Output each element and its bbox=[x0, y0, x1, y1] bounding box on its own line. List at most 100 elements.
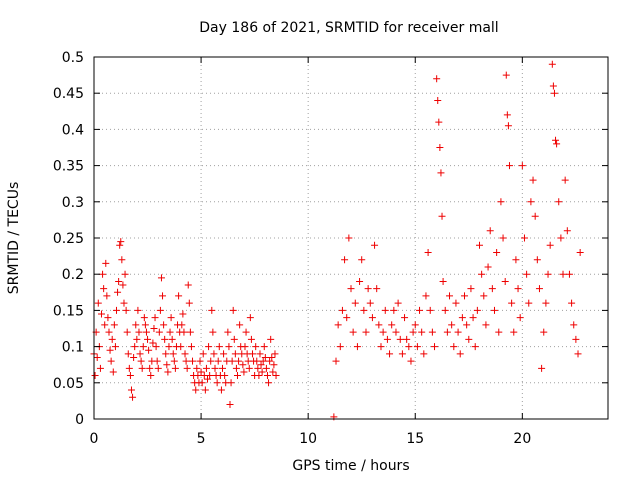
data-point bbox=[557, 234, 565, 242]
data-point bbox=[334, 321, 342, 329]
data-point bbox=[555, 198, 563, 206]
data-points bbox=[90, 60, 584, 421]
data-point bbox=[373, 285, 381, 293]
data-point bbox=[467, 285, 475, 293]
data-point bbox=[433, 75, 441, 83]
data-point bbox=[463, 321, 471, 329]
x-tick-label: 15 bbox=[406, 431, 424, 447]
data-point bbox=[366, 299, 374, 307]
data-point bbox=[441, 306, 449, 314]
data-point bbox=[136, 350, 144, 358]
data-point bbox=[268, 353, 276, 361]
data-point bbox=[133, 335, 141, 343]
data-point bbox=[178, 321, 186, 329]
data-point bbox=[214, 357, 222, 365]
data-point bbox=[550, 89, 558, 97]
data-point bbox=[182, 357, 190, 365]
data-point bbox=[548, 60, 556, 68]
data-point bbox=[107, 357, 115, 365]
data-point bbox=[245, 364, 253, 372]
data-point bbox=[138, 364, 146, 372]
data-point bbox=[110, 321, 118, 329]
data-point bbox=[145, 346, 153, 354]
y-tick-label: 0.45 bbox=[53, 86, 84, 102]
data-point bbox=[438, 212, 446, 220]
data-point bbox=[574, 350, 582, 358]
data-point bbox=[525, 299, 533, 307]
data-point bbox=[101, 321, 109, 329]
data-point bbox=[124, 350, 132, 358]
data-point bbox=[186, 328, 194, 336]
data-point bbox=[116, 241, 124, 249]
data-point bbox=[175, 292, 183, 300]
data-point bbox=[418, 328, 426, 336]
data-point bbox=[211, 364, 219, 372]
data-point bbox=[482, 321, 490, 329]
data-point bbox=[504, 122, 512, 130]
data-point bbox=[159, 292, 167, 300]
data-point bbox=[443, 328, 451, 336]
data-point bbox=[576, 248, 584, 256]
data-point bbox=[465, 335, 473, 343]
data-point bbox=[221, 372, 229, 380]
data-point bbox=[106, 346, 114, 354]
data-point bbox=[568, 299, 576, 307]
data-point bbox=[381, 306, 389, 314]
data-point bbox=[254, 364, 262, 372]
data-point bbox=[552, 136, 560, 144]
data-point bbox=[396, 335, 404, 343]
data-point bbox=[252, 343, 260, 351]
data-point bbox=[114, 288, 122, 296]
data-point bbox=[540, 328, 548, 336]
data-point bbox=[121, 270, 129, 278]
data-point bbox=[499, 234, 507, 242]
data-point bbox=[240, 368, 248, 376]
data-point bbox=[458, 314, 466, 322]
data-point bbox=[111, 343, 119, 351]
data-point bbox=[167, 314, 175, 322]
data-point bbox=[542, 299, 550, 307]
x-tick-label: 0 bbox=[90, 431, 99, 447]
data-point bbox=[258, 368, 266, 376]
data-point bbox=[501, 277, 509, 285]
data-point bbox=[347, 285, 355, 293]
data-point bbox=[490, 306, 498, 314]
data-point bbox=[224, 328, 232, 336]
data-point bbox=[183, 364, 191, 372]
data-point bbox=[99, 270, 107, 278]
data-point bbox=[112, 306, 120, 314]
data-point bbox=[127, 386, 135, 394]
data-point bbox=[353, 343, 361, 351]
data-point bbox=[559, 270, 567, 278]
data-point bbox=[403, 335, 411, 343]
data-point bbox=[486, 227, 494, 235]
data-point bbox=[150, 325, 158, 332]
data-point bbox=[119, 281, 127, 289]
data-point bbox=[431, 343, 439, 351]
data-point bbox=[179, 310, 187, 318]
data-point bbox=[232, 364, 240, 372]
data-point bbox=[426, 306, 434, 314]
data-point bbox=[162, 350, 170, 358]
data-point bbox=[149, 339, 157, 347]
data-point bbox=[392, 328, 400, 336]
data-point bbox=[146, 364, 154, 372]
data-point bbox=[345, 234, 353, 242]
data-point bbox=[271, 350, 279, 358]
data-point bbox=[139, 343, 147, 351]
data-point bbox=[531, 212, 539, 220]
x-tick-label: 10 bbox=[299, 431, 317, 447]
data-point bbox=[152, 343, 160, 351]
data-point bbox=[553, 140, 561, 148]
data-point bbox=[205, 343, 213, 351]
data-point bbox=[202, 364, 210, 372]
data-point bbox=[411, 321, 419, 329]
data-point bbox=[153, 357, 161, 365]
data-point bbox=[163, 361, 171, 369]
data-point bbox=[215, 343, 223, 351]
data-point bbox=[471, 343, 479, 351]
data-point bbox=[93, 353, 101, 361]
data-point bbox=[478, 270, 486, 278]
data-point bbox=[533, 256, 541, 264]
data-point bbox=[351, 299, 359, 307]
